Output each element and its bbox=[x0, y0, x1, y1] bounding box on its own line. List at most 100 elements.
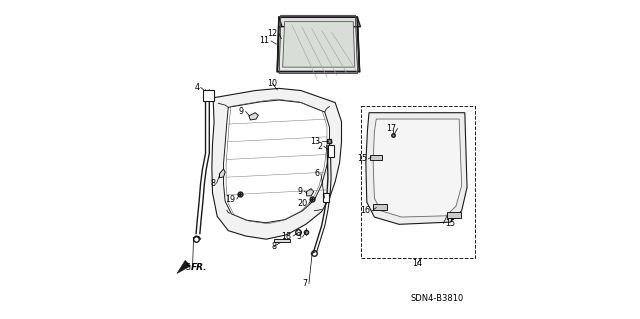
Polygon shape bbox=[366, 113, 467, 224]
Polygon shape bbox=[323, 193, 329, 202]
Text: 3: 3 bbox=[296, 233, 301, 241]
Polygon shape bbox=[370, 155, 381, 160]
Polygon shape bbox=[366, 113, 467, 224]
Polygon shape bbox=[212, 88, 342, 239]
Polygon shape bbox=[212, 88, 342, 239]
Text: 14: 14 bbox=[412, 259, 422, 268]
Polygon shape bbox=[366, 113, 467, 224]
Polygon shape bbox=[177, 260, 191, 273]
Text: SDN4-B3810: SDN4-B3810 bbox=[410, 293, 463, 302]
Polygon shape bbox=[212, 88, 342, 239]
Polygon shape bbox=[366, 113, 467, 224]
Polygon shape bbox=[212, 88, 342, 239]
Text: 9: 9 bbox=[239, 107, 244, 116]
Polygon shape bbox=[212, 88, 342, 239]
Polygon shape bbox=[212, 88, 342, 239]
Polygon shape bbox=[212, 88, 342, 239]
Polygon shape bbox=[366, 113, 467, 224]
Polygon shape bbox=[212, 88, 342, 239]
Polygon shape bbox=[366, 113, 467, 224]
Text: 4: 4 bbox=[194, 83, 199, 92]
Polygon shape bbox=[212, 88, 342, 239]
Polygon shape bbox=[366, 113, 467, 224]
Polygon shape bbox=[212, 88, 342, 239]
Polygon shape bbox=[212, 88, 342, 239]
Polygon shape bbox=[366, 113, 467, 224]
Polygon shape bbox=[373, 204, 387, 210]
Polygon shape bbox=[212, 88, 342, 239]
Polygon shape bbox=[212, 88, 342, 239]
Text: 19: 19 bbox=[225, 195, 236, 204]
Text: 9: 9 bbox=[298, 187, 303, 196]
Polygon shape bbox=[223, 100, 330, 223]
Text: 13: 13 bbox=[310, 137, 321, 146]
Polygon shape bbox=[212, 88, 342, 239]
Text: 17: 17 bbox=[386, 124, 396, 133]
Polygon shape bbox=[212, 88, 342, 239]
Polygon shape bbox=[212, 88, 342, 239]
Polygon shape bbox=[212, 88, 342, 239]
Polygon shape bbox=[366, 113, 467, 224]
Text: 2: 2 bbox=[317, 142, 322, 151]
Polygon shape bbox=[366, 113, 467, 224]
Polygon shape bbox=[366, 113, 467, 224]
Polygon shape bbox=[366, 113, 467, 224]
Polygon shape bbox=[279, 17, 360, 27]
Polygon shape bbox=[366, 113, 467, 224]
Polygon shape bbox=[212, 88, 342, 239]
Polygon shape bbox=[366, 113, 467, 224]
Polygon shape bbox=[366, 113, 467, 224]
Polygon shape bbox=[366, 113, 467, 224]
Polygon shape bbox=[307, 189, 314, 196]
Polygon shape bbox=[366, 113, 467, 224]
Polygon shape bbox=[212, 88, 342, 239]
Polygon shape bbox=[212, 88, 342, 239]
Polygon shape bbox=[366, 113, 467, 224]
Text: 16: 16 bbox=[360, 206, 371, 215]
Text: FR.: FR. bbox=[190, 263, 207, 272]
Text: 8: 8 bbox=[210, 179, 215, 188]
Polygon shape bbox=[274, 239, 290, 242]
Polygon shape bbox=[373, 119, 461, 217]
Polygon shape bbox=[366, 113, 467, 224]
Text: 10: 10 bbox=[268, 79, 278, 88]
Polygon shape bbox=[212, 88, 342, 239]
Polygon shape bbox=[212, 88, 342, 239]
Polygon shape bbox=[366, 113, 467, 224]
Text: 12: 12 bbox=[267, 29, 277, 38]
Text: 18: 18 bbox=[282, 232, 292, 241]
Polygon shape bbox=[366, 113, 467, 224]
Polygon shape bbox=[212, 88, 342, 239]
Polygon shape bbox=[366, 113, 467, 224]
Polygon shape bbox=[366, 113, 467, 224]
Polygon shape bbox=[212, 88, 342, 239]
Polygon shape bbox=[212, 88, 342, 239]
Polygon shape bbox=[366, 113, 467, 224]
Polygon shape bbox=[366, 113, 467, 224]
Polygon shape bbox=[366, 113, 467, 224]
Polygon shape bbox=[212, 88, 342, 239]
Polygon shape bbox=[212, 88, 342, 239]
Polygon shape bbox=[366, 113, 467, 224]
Polygon shape bbox=[212, 88, 342, 239]
Polygon shape bbox=[283, 22, 355, 67]
Polygon shape bbox=[212, 88, 342, 239]
Polygon shape bbox=[366, 113, 467, 224]
Polygon shape bbox=[212, 88, 342, 239]
Text: 15: 15 bbox=[445, 219, 455, 228]
Polygon shape bbox=[203, 90, 214, 101]
Text: 5: 5 bbox=[186, 263, 191, 272]
Polygon shape bbox=[212, 88, 342, 239]
Text: 20: 20 bbox=[297, 199, 307, 208]
Polygon shape bbox=[212, 88, 342, 239]
Polygon shape bbox=[212, 88, 342, 239]
Polygon shape bbox=[366, 113, 467, 224]
Polygon shape bbox=[277, 27, 360, 71]
Polygon shape bbox=[249, 113, 259, 120]
Polygon shape bbox=[366, 113, 467, 224]
Polygon shape bbox=[366, 113, 467, 224]
Text: 8: 8 bbox=[271, 242, 276, 251]
Polygon shape bbox=[366, 113, 467, 224]
Polygon shape bbox=[212, 88, 342, 239]
Text: 7: 7 bbox=[302, 279, 307, 288]
